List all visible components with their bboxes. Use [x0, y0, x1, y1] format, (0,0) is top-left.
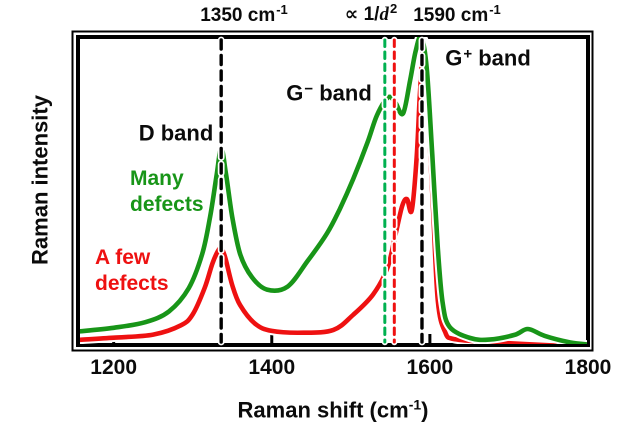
y-axis-label: Raman intensity [27, 95, 53, 265]
x-tick-label: 1800 [564, 356, 612, 379]
x-tick-label: 1200 [90, 356, 138, 379]
x-axis-label: Raman shift (cm-1) [237, 396, 429, 423]
label-d-band: D band [138, 120, 214, 146]
curve-many-defects [80, 37, 587, 344]
label-g-minus-band: G− band [286, 80, 372, 106]
label-many-defects: Many defects [130, 167, 204, 216]
plot-frame-outer [71, 30, 594, 352]
plot-frame [76, 35, 590, 347]
annotation-prop-1-over-d2: ∝ 1/d2 [344, 1, 398, 26]
annotation-1590: 1590 cm-1 [413, 2, 501, 27]
annotation-1350: 1350 cm-1 [200, 2, 288, 27]
x-tick-label: 1400 [248, 356, 296, 379]
label-a-few-defects: A few defects [95, 246, 169, 295]
x-tick-label: 1600 [406, 356, 454, 379]
label-g-plus-band: G+ band [445, 45, 531, 71]
